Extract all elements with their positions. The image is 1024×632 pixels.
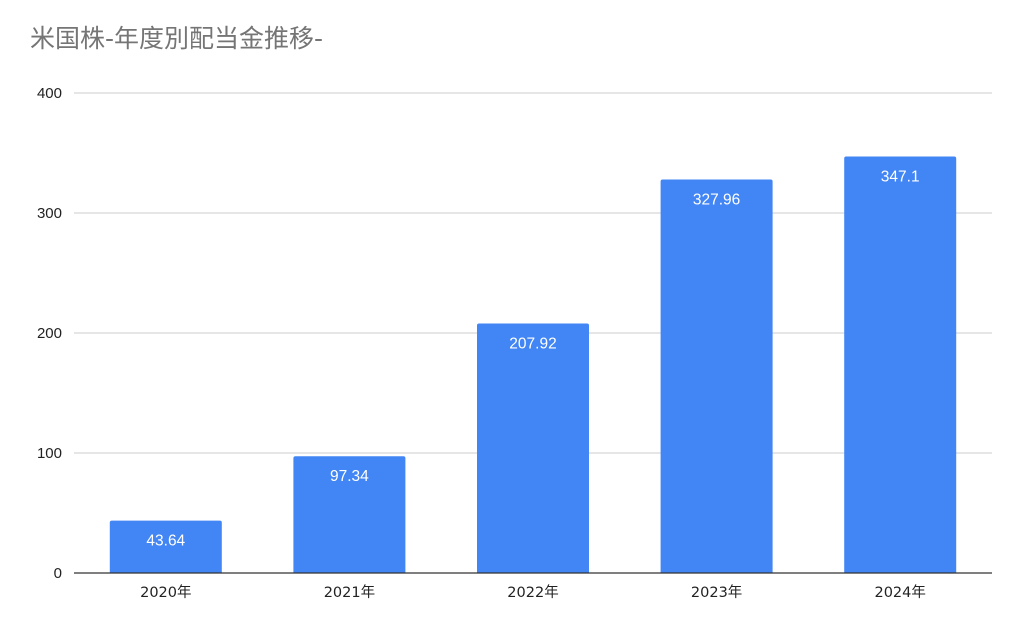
bar-data-label: 347.1 [881,168,920,185]
bar [477,323,589,573]
x-tick-label: 2020年 [140,584,191,601]
y-tick-label: 100 [37,445,62,462]
y-tick-label: 300 [37,205,62,222]
bar [109,520,222,573]
chart-title: 米国株-年度別配当金推移- [30,24,324,53]
bar-data-label: 97.34 [330,468,369,485]
y-tick-label: 200 [37,325,62,342]
y-axis-ticks: 0 100 200 300 400 [37,85,62,582]
x-tick-label: 2023年 [691,584,742,601]
y-tick-label: 0 [54,565,62,582]
bars [109,156,957,574]
bar [293,456,406,573]
bar-data-label: 207.92 [509,335,556,352]
x-axis-ticks: 2020年 2021年 2022年 2023年 2024年 [140,584,926,601]
bar-data-label: 327.96 [693,191,740,208]
bar [844,156,957,574]
data-labels: 43.64 97.34 207.92 327.96 347.1 [146,168,919,549]
x-tick-label: 2024年 [874,584,925,601]
x-tick-label: 2022年 [507,584,558,601]
x-tick-label: 2021年 [324,584,375,601]
bar [660,179,773,573]
bar-data-label: 43.64 [146,533,185,550]
y-tick-label: 400 [37,85,62,102]
